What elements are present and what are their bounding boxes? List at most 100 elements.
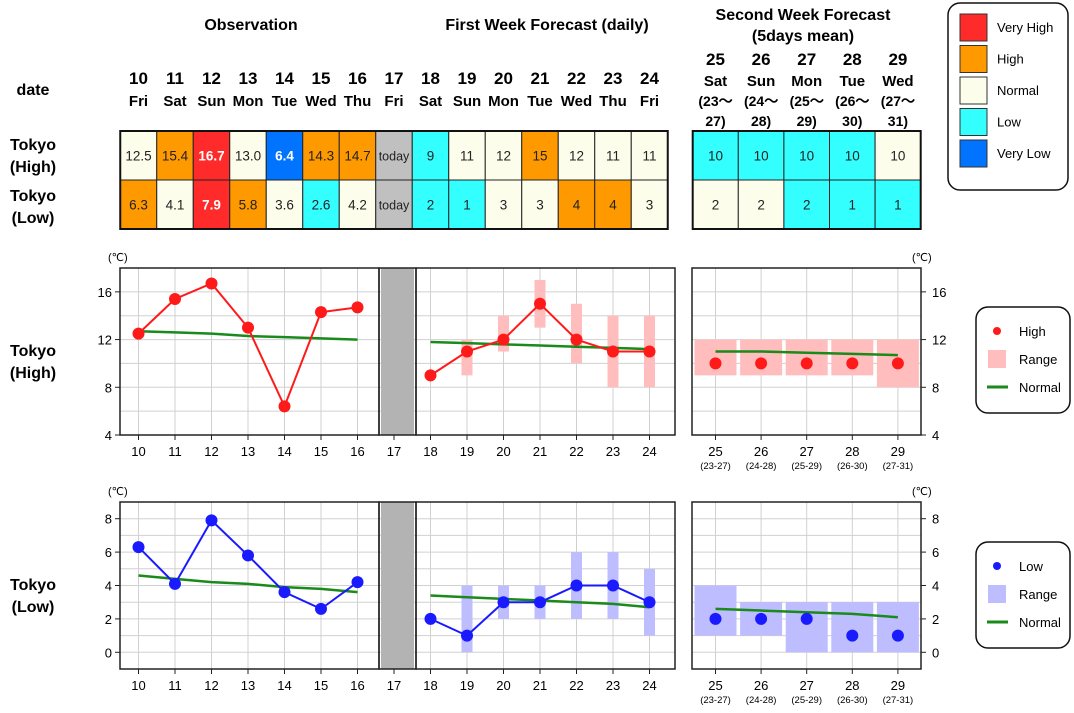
high-daily-cell-3: 13.0 — [229, 130, 267, 181]
xtick-28: 28 — [845, 444, 859, 459]
legend-range-icon — [988, 585, 1006, 603]
low-daily-value-3: 5.8 — [239, 198, 258, 213]
high-daily-value-7: today — [379, 150, 410, 164]
low-daily-value-8: 2 — [427, 198, 435, 213]
low-daily-value-6: 4.2 — [348, 198, 367, 213]
xtick-range-27: (25-29) — [791, 461, 822, 472]
point-14 — [278, 586, 291, 599]
xtick-21: 21 — [533, 678, 547, 693]
low-daily-cell-3: 5.8 — [229, 179, 267, 230]
point-10 — [132, 327, 145, 340]
chart-label-tokyo-low-1: Tokyo — [10, 577, 56, 594]
low-weekly-cell-2: 2 — [783, 179, 831, 230]
normal-line-wk — [715, 607, 898, 619]
row-label-tokyo-high-1: Tokyo — [10, 137, 56, 154]
wcol-range1-29: (27〜 — [881, 93, 915, 109]
xtick-27: 27 — [799, 444, 813, 459]
xtick-range-25: (23-27) — [700, 461, 731, 472]
xtick-23: 23 — [606, 444, 620, 459]
xtick-10: 10 — [131, 678, 145, 693]
wcol-day-28: 28 — [843, 50, 862, 69]
high-daily-cell-0: 12.5 — [119, 130, 158, 181]
col-dow-24: Fri — [640, 93, 659, 110]
high-daily-value-5: 14.3 — [308, 149, 334, 164]
high-daily-value-13: 11 — [606, 149, 620, 164]
wcol-range1-25: (23〜 — [698, 93, 732, 109]
low-daily-value-12: 4 — [573, 198, 581, 213]
xtick-10: 10 — [131, 444, 145, 459]
high-weekly-cell-0: 10 — [692, 130, 739, 181]
point-29 — [891, 629, 904, 642]
range-block-28 — [831, 602, 874, 653]
legend-point-label: Low — [1019, 559, 1043, 574]
high-daily-value-4: 6.4 — [275, 149, 294, 164]
range-block-27 — [785, 602, 828, 653]
ytick-right-8: 8 — [932, 380, 939, 395]
today-bar — [381, 268, 414, 435]
ytick-left-0: 0 — [105, 645, 112, 660]
low-daily-value-11: 3 — [536, 198, 544, 213]
high-weekly-value-1: 10 — [754, 149, 769, 164]
low-daily-cell-9: 1 — [448, 179, 486, 230]
wcol-day-25: 25 — [706, 50, 725, 69]
ytick-right-0: 0 — [932, 645, 939, 660]
point-26 — [755, 612, 768, 625]
high-weekly-value-2: 10 — [799, 149, 814, 164]
xtick-range-29: (27-31) — [883, 695, 914, 706]
point-22 — [570, 333, 583, 346]
ytick-left-8: 8 — [105, 512, 112, 527]
low-daily-cell-8: 2 — [411, 179, 450, 230]
point-20 — [497, 333, 510, 346]
high-daily-value-8: 9 — [427, 149, 435, 164]
high-daily-value-6: 14.7 — [344, 149, 370, 164]
low-daily-value-10: 3 — [500, 198, 508, 213]
wcol-day-27: 27 — [797, 50, 816, 69]
legend-point-icon — [993, 327, 1001, 335]
xtick-range-28: (26-30) — [837, 461, 868, 472]
col-day-15: 15 — [312, 69, 331, 88]
high-daily-cell-9: 11 — [448, 130, 486, 181]
xtick-12: 12 — [204, 678, 218, 693]
xtick-19: 19 — [460, 678, 474, 693]
point-11 — [169, 577, 181, 590]
xtick-16: 16 — [350, 444, 364, 459]
high-daily-value-14: 11 — [642, 149, 656, 164]
wcol-range1-27: (25〜 — [790, 93, 824, 109]
high-daily-cell-2: 16.7 — [192, 130, 231, 181]
low-daily-value-4: 3.6 — [275, 198, 294, 213]
wcol-dow-28: Tue — [840, 73, 866, 90]
row-label-tokyo-low-1: Tokyo — [10, 188, 56, 205]
point-10 — [132, 541, 145, 554]
legend-normal-label: Normal — [1019, 380, 1061, 395]
col-day-22: 22 — [567, 69, 586, 88]
xtick-11: 11 — [168, 678, 182, 693]
xtick-21: 21 — [533, 444, 547, 459]
col-day-11: 11 — [166, 69, 184, 88]
point-25 — [709, 612, 722, 625]
high-weekly-value-4: 10 — [890, 149, 905, 164]
high-weekly-value-0: 10 — [708, 149, 723, 164]
low-daily-cell-14: 3 — [630, 179, 669, 230]
low-daily-value-14: 3 — [646, 198, 654, 213]
high-daily-value-12: 12 — [569, 149, 584, 164]
point-18 — [424, 612, 437, 625]
low-daily-value-7: today — [379, 199, 410, 213]
low-weekly-value-4: 1 — [894, 198, 902, 213]
ytick-left-4: 4 — [105, 428, 112, 443]
xtick-range-27: (25-29) — [791, 695, 822, 706]
point-20 — [497, 596, 510, 609]
point-27 — [800, 612, 813, 625]
category-legend: Very High High Normal Low Very Low — [947, 2, 1069, 191]
wcol-range2-29: 31) — [888, 113, 908, 129]
low-daily-cell-2: 7.9 — [192, 179, 231, 230]
legend-swatch-normal — [959, 76, 988, 105]
col-dow-21: Tue — [527, 93, 553, 110]
xtick-17: 17 — [387, 678, 401, 693]
point-18 — [424, 369, 437, 382]
xtick-13: 13 — [241, 678, 255, 693]
unit-left: (℃) — [108, 252, 128, 264]
col-dow-12: Sun — [197, 93, 225, 110]
xtick-22: 22 — [569, 678, 583, 693]
col-day-24: 24 — [640, 69, 659, 88]
xtick-14: 14 — [277, 444, 291, 459]
